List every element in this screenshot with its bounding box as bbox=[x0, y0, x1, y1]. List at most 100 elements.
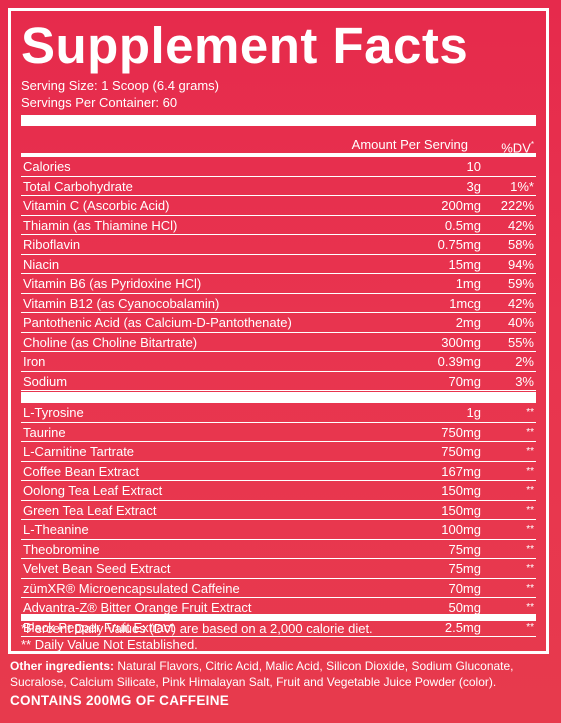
divider-thick bbox=[21, 614, 536, 621]
other-ingredients-label: Other ingredients: bbox=[10, 659, 115, 673]
row-dv: ** bbox=[526, 407, 534, 418]
table-row: Calories 10 bbox=[21, 157, 536, 177]
row-dv: 59% bbox=[507, 276, 534, 291]
row-name: Advantra-Z® Bitter Orange Fruit Extract bbox=[23, 600, 252, 615]
table-row: Coffee Bean Extract 167mg ** bbox=[21, 462, 536, 481]
row-name: Sodium bbox=[23, 373, 68, 389]
row-amount: 50mg bbox=[448, 600, 481, 615]
row-amount: 1mcg bbox=[449, 295, 481, 311]
table-row: Thiamin (as Thiamine HCl) 0.5mg 42% bbox=[21, 216, 536, 235]
row-amount: 100mg bbox=[441, 522, 481, 537]
row-dv: 40% bbox=[507, 315, 534, 330]
table-row: Vitamin C (Ascorbic Acid) 200mg 222% bbox=[21, 196, 536, 216]
table-row: Vitamin B12 (as Cyanocobalamin) 1mcg 42% bbox=[21, 294, 536, 313]
row-amount: 10 bbox=[466, 159, 481, 174]
row-amount: 750mg bbox=[441, 444, 481, 459]
row-name: Oolong Tea Leaf Extract bbox=[23, 483, 163, 498]
table-row: Taurine 750mg ** bbox=[21, 423, 536, 442]
row-amount: 0.5mg bbox=[444, 217, 481, 233]
row-amount: 167mg bbox=[441, 463, 481, 479]
table-row: Black Pepper Fruit Extract 2.5mg ** bbox=[21, 618, 536, 637]
row-name: Total Carbohydrate bbox=[23, 178, 133, 194]
row-dv: 55% bbox=[507, 334, 534, 350]
row-dv: 42% bbox=[507, 217, 534, 233]
row-name: Pantothenic Acid (as Calcium-D-Pantothen… bbox=[23, 315, 292, 330]
caffeine-statement: CONTAINS 200MG OF CAFFEINE bbox=[10, 693, 230, 708]
table-row: Niacin 15mg 94% bbox=[21, 255, 536, 274]
row-name: Niacin bbox=[23, 256, 60, 272]
row-dv: ** bbox=[526, 524, 534, 535]
row-amount: 2.5mg bbox=[444, 619, 481, 635]
table-row: Theobromine 75mg ** bbox=[21, 540, 536, 559]
row-name: Theobromine bbox=[23, 541, 100, 557]
row-dv: 2% bbox=[515, 354, 534, 369]
row-dv: ** bbox=[526, 621, 534, 633]
table-row: Total Carbohydrate 3g 1%* bbox=[21, 177, 536, 196]
row-dv: ** bbox=[526, 465, 534, 477]
servings-per-container: Servings Per Container: 60 bbox=[21, 95, 178, 110]
table-row: Sodium 70mg 3% bbox=[21, 372, 536, 391]
row-dv: ** bbox=[526, 426, 534, 438]
row-amount: 1g bbox=[466, 405, 481, 420]
row-amount: 75mg bbox=[448, 561, 481, 576]
row-dv: ** bbox=[526, 485, 534, 496]
row-amount: 3g bbox=[466, 178, 481, 194]
row-name: L-Theanine bbox=[23, 522, 89, 537]
table-row: Green Tea Leaf Extract 150mg ** bbox=[21, 501, 536, 520]
row-name: L-Tyrosine bbox=[23, 405, 84, 420]
row-name: Velvet Bean Seed Extract bbox=[23, 561, 171, 576]
footnote-dv: *Percent Daily Values (DV) are based on … bbox=[21, 621, 373, 636]
row-name: Green Tea Leaf Extract bbox=[23, 502, 157, 518]
column-header: Amount Per Serving %DV* bbox=[21, 135, 536, 155]
row-amount: 150mg bbox=[441, 483, 481, 498]
row-name: Black Pepper Fruit Extract bbox=[23, 619, 174, 635]
row-name: zümXR® Microencapsulated Caffeine bbox=[23, 580, 240, 596]
table-row: Riboflavin 0.75mg 58% bbox=[21, 235, 536, 255]
footnote-no-dv: ** Daily Value Not Established. bbox=[21, 637, 198, 652]
row-amount: 70mg bbox=[448, 373, 481, 389]
row-amount: 750mg bbox=[441, 424, 481, 440]
row-dv: 3% bbox=[515, 373, 534, 389]
row-dv: ** bbox=[526, 504, 534, 516]
row-name: Riboflavin bbox=[23, 237, 81, 252]
table-row: zümXR® Microencapsulated Caffeine 70mg ** bbox=[21, 579, 536, 598]
divider-thick bbox=[21, 392, 536, 403]
ingredient-list: L-Tyrosine 1g ** Taurine 750mg ** L-Carnitine … bbox=[21, 403, 536, 637]
row-dv: ** bbox=[526, 602, 534, 613]
row-name: Iron bbox=[23, 354, 46, 369]
row-name: L-Carnitine Tartrate bbox=[23, 444, 135, 459]
row-dv: 42% bbox=[507, 295, 534, 311]
row-amount: 200mg bbox=[441, 198, 481, 213]
table-row: Velvet Bean Seed Extract 75mg ** bbox=[21, 559, 536, 579]
table-row: L-Tyrosine 1g ** bbox=[21, 403, 536, 423]
amount-header: Amount Per Serving bbox=[351, 137, 468, 152]
row-amount: 70mg bbox=[448, 580, 481, 596]
dv-header: %DV* bbox=[501, 140, 534, 156]
row-amount: 150mg bbox=[441, 502, 481, 518]
row-name: Thiamin (as Thiamine HCl) bbox=[23, 217, 178, 233]
row-name: Calories bbox=[23, 159, 71, 174]
row-dv: 1%* bbox=[510, 178, 534, 194]
row-amount: 300mg bbox=[441, 334, 481, 350]
row-name: Vitamin B12 (as Cyanocobalamin) bbox=[23, 295, 220, 311]
row-amount: 75mg bbox=[448, 541, 481, 557]
row-dv: ** bbox=[526, 563, 534, 574]
row-dv: 94% bbox=[507, 256, 534, 272]
table-row: Iron 0.39mg 2% bbox=[21, 352, 536, 372]
row-dv: 222% bbox=[500, 198, 534, 213]
row-dv: ** bbox=[526, 543, 534, 555]
table-row: Vitamin B6 (as Pyridoxine HCl) 1mg 59% bbox=[21, 274, 536, 294]
nutrient-list: Calories 10 Total Carbohydrate 3g 1%* Vitamin… bbox=[21, 157, 536, 391]
row-name: Taurine bbox=[23, 424, 66, 440]
row-name: Vitamin B6 (as Pyridoxine HCl) bbox=[23, 276, 202, 291]
other-ingredients: Other ingredients: Natural Flavors, Citr… bbox=[10, 659, 550, 690]
row-name: Coffee Bean Extract bbox=[23, 463, 140, 479]
table-row: L-Theanine 100mg ** bbox=[21, 520, 536, 540]
row-amount: 15mg bbox=[448, 256, 481, 272]
supplement-facts-panel: Supplement Facts Serving Size: 1 Scoop (… bbox=[8, 8, 549, 654]
row-amount: 0.75mg bbox=[437, 237, 481, 252]
row-amount: 1mg bbox=[455, 276, 481, 291]
row-dv: ** bbox=[526, 446, 534, 457]
row-amount: 2mg bbox=[455, 315, 481, 330]
table-row: Pantothenic Acid (as Calcium-D-Pantothen… bbox=[21, 313, 536, 333]
